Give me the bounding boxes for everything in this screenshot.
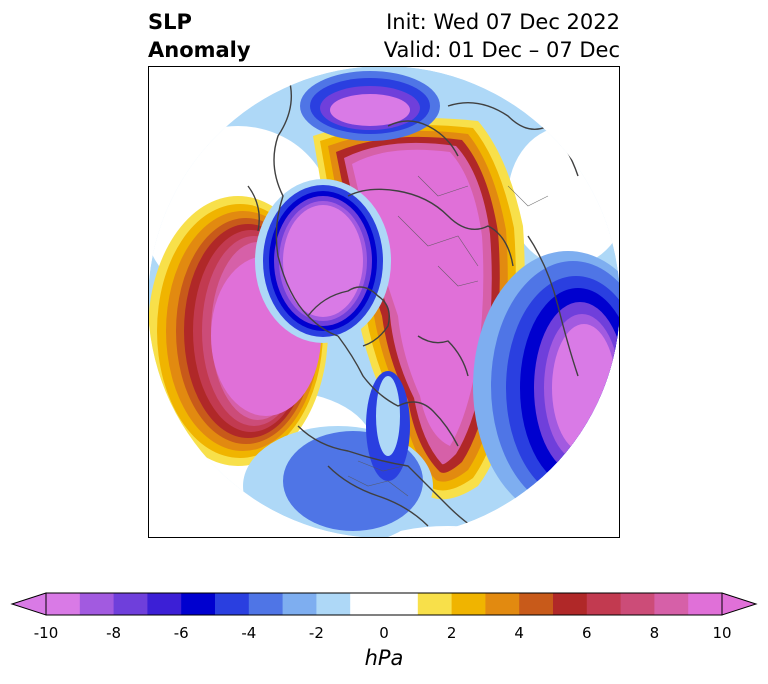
title-line-2: Anomaly	[148, 38, 251, 62]
borders	[347, 175, 549, 497]
colorbar-cell	[215, 593, 250, 615]
colorbar	[0, 580, 768, 684]
colorbar-cell	[147, 593, 182, 615]
negative-anomaly-siberia	[255, 179, 391, 343]
colorbar-tick-label: -2	[308, 624, 324, 642]
colorbar-graphic	[10, 592, 758, 616]
negative-anomaly-north-america	[243, 371, 433, 538]
colorbar-max-extend	[721, 592, 758, 616]
colorbar-cell	[586, 593, 622, 615]
colorbar-tick-label: 10	[712, 624, 732, 642]
colorbar-cell	[282, 593, 317, 615]
coastlines	[247, 75, 579, 537]
colorbar-cell	[553, 593, 588, 615]
colorbar-tick-label: -4	[241, 624, 257, 642]
colorbar-cell	[519, 593, 554, 615]
colorbar-tick-label: -10	[33, 624, 59, 642]
colorbar-outline	[45, 592, 723, 616]
colorbar-units: hPa	[364, 646, 404, 670]
colorbar-cell	[417, 593, 453, 615]
colorbar-min-extend	[10, 592, 47, 616]
colorbar-tick-label: -6	[173, 624, 189, 642]
negative-anomaly-north	[300, 71, 440, 141]
colorbar-tick-label: 4	[514, 624, 524, 642]
colorbar-cell	[248, 593, 284, 615]
colorbar-cell	[620, 593, 655, 615]
colorbar-cell	[46, 593, 81, 615]
map-canvas	[148, 66, 620, 538]
colorbar-tick-label: 0	[379, 624, 389, 642]
title-line-1: SLP	[148, 10, 192, 34]
map-subtitle: Init: Wed 07 Dec 2022 Valid: 01 Dec – 07…	[384, 8, 620, 64]
colorbar-cell	[384, 593, 419, 615]
colorbar-cell	[113, 593, 148, 615]
map-title: SLP Anomaly	[148, 8, 251, 64]
colorbar-tick-label: 8	[649, 624, 660, 642]
colorbar-cell	[79, 593, 115, 615]
colorbar-cell	[181, 593, 216, 615]
colorbar-tick-label: -8	[106, 624, 122, 642]
colorbar-cell	[451, 593, 486, 615]
anomaly-map	[148, 66, 620, 538]
colorbar-cell	[350, 593, 385, 615]
valid-range-label: Valid: 01 Dec – 07 Dec	[383, 38, 620, 62]
colorbar-cell	[688, 593, 723, 615]
map-border	[148, 66, 620, 538]
colorbar-tick-label: 2	[446, 624, 457, 642]
colorbar-cell	[485, 593, 520, 615]
init-date-label: Init: Wed 07 Dec 2022	[386, 10, 620, 34]
colorbar-cell	[316, 593, 351, 615]
colorbar-cell	[654, 593, 689, 615]
colorbar-tick-label: 6	[582, 624, 592, 642]
